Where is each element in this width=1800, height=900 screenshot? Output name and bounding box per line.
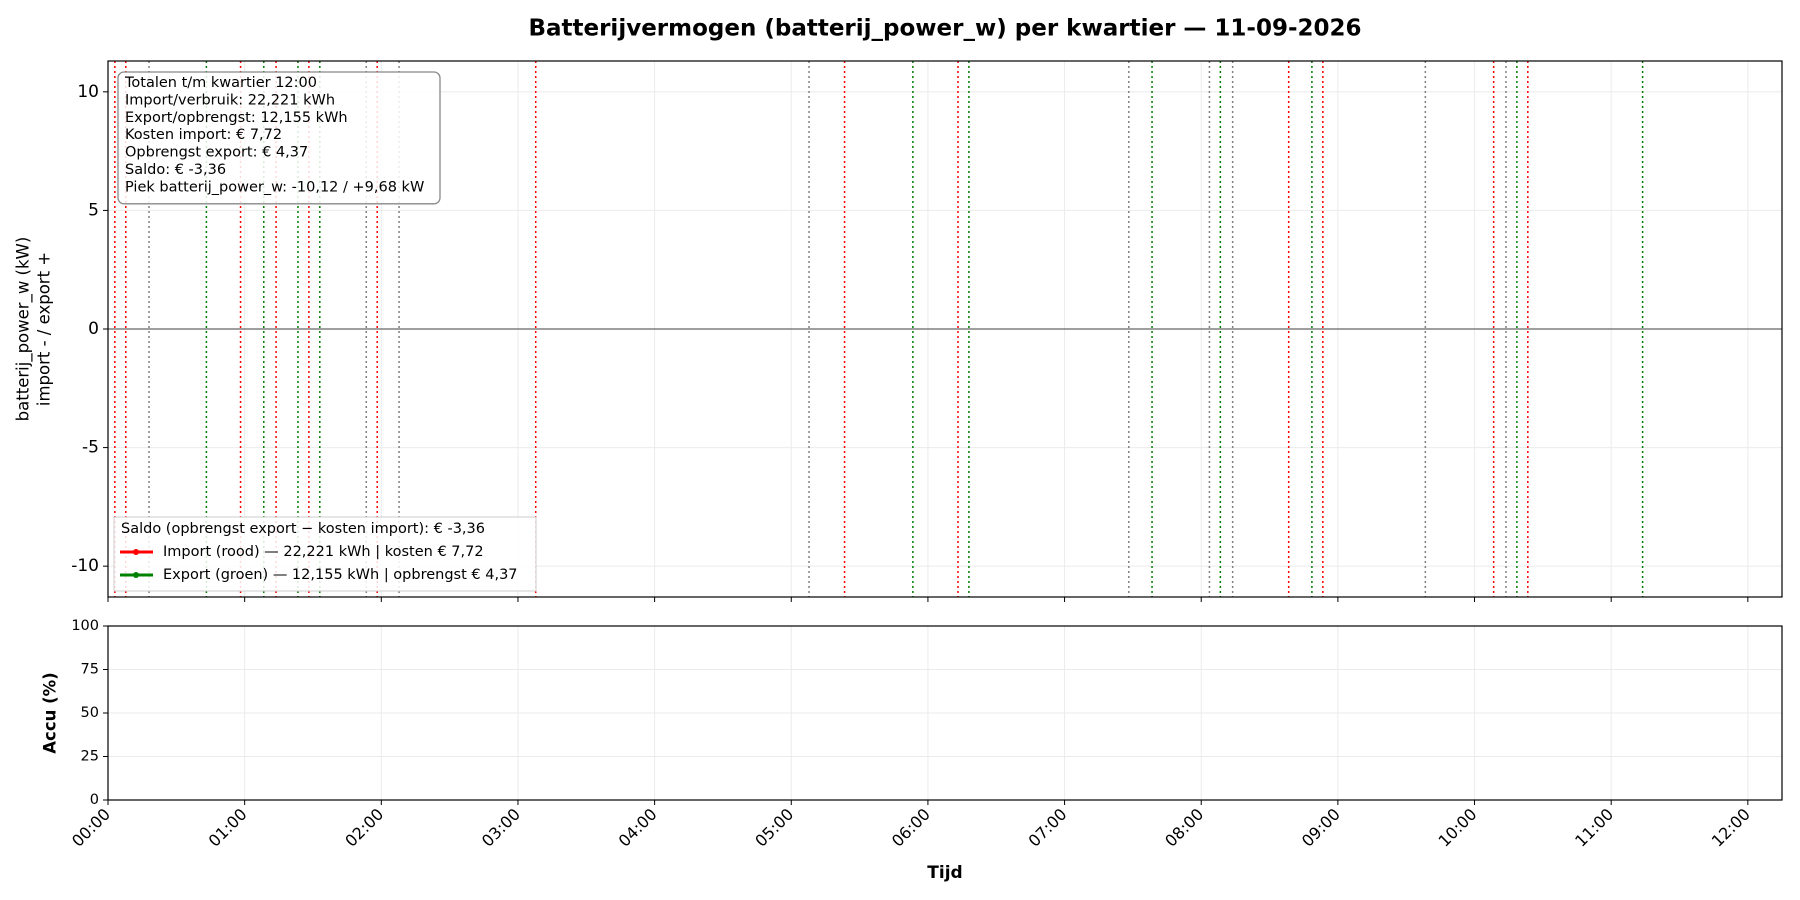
annotation-text: Piek batterij_power_w: -10,12 / +9,68 kW xyxy=(125,179,424,195)
x-tick-label: 01:00 xyxy=(205,805,251,851)
x-tick-label: 06:00 xyxy=(888,805,934,851)
x-tick-label: 10:00 xyxy=(1435,805,1481,851)
annotation-text: Opbrengst export: € 4,37 xyxy=(125,145,308,161)
legend-box xyxy=(113,516,537,592)
y-tick-label: 50 xyxy=(81,705,99,721)
x-axis-label: Tijd xyxy=(927,863,962,883)
x-tick-label: 02:00 xyxy=(341,805,387,851)
x-tick-label: 12:00 xyxy=(1708,805,1754,851)
y-tick-label: 25 xyxy=(81,749,99,765)
legend-label: Import (rood) — 22,221 kWh | kosten € 7,… xyxy=(163,544,484,560)
legend-marker xyxy=(133,572,139,578)
annotation-text: Saldo: € -3,36 xyxy=(125,162,226,178)
x-tick-label: 09:00 xyxy=(1298,805,1344,851)
annotation-text: Kosten import: € 7,72 xyxy=(125,127,282,143)
x-tick-label: 11:00 xyxy=(1571,805,1617,851)
y-tick-label: 10 xyxy=(77,82,99,102)
x-tick-label: 05:00 xyxy=(751,805,797,851)
annotation-text: Totalen t/m kwartier 12:00 xyxy=(124,75,317,91)
y-axis-label: batterij_power_w (kW) xyxy=(14,237,34,422)
chart-title: Batterijvermogen (batterij_power_w) per … xyxy=(528,16,1361,42)
y-tick-label: 0 xyxy=(90,792,99,808)
legend-title: Saldo (opbrengst export − kosten import)… xyxy=(121,521,485,537)
annotation-text: Import/verbruik: 22,221 kWh xyxy=(125,92,335,108)
x-tick-label: 07:00 xyxy=(1025,805,1071,851)
x-tick-label: 00:00 xyxy=(68,805,114,851)
y-tick-label: -10 xyxy=(71,556,99,576)
y-axis-label: import - / export + xyxy=(35,252,54,406)
annotation-box xyxy=(117,71,441,205)
y-tick-label: 75 xyxy=(81,662,99,678)
axes-frame xyxy=(107,60,1783,598)
y-tick-label: 5 xyxy=(88,200,99,220)
x-tick-label: 04:00 xyxy=(615,805,661,851)
legend-marker xyxy=(133,549,139,555)
y-tick-label: -5 xyxy=(82,438,99,458)
x-tick-label: 08:00 xyxy=(1161,805,1207,851)
y-tick-label: 0 xyxy=(88,319,99,339)
annotation-text: Export/opbrengst: 12,155 kWh xyxy=(125,110,348,126)
axes-frame xyxy=(107,625,1783,801)
y-tick-label: 100 xyxy=(71,618,99,634)
x-tick-label: 03:00 xyxy=(478,805,524,851)
y-axis-label: Accu (%) xyxy=(41,672,60,753)
legend-label: Export (groen) — 12,155 kWh | opbrengst … xyxy=(163,567,518,583)
